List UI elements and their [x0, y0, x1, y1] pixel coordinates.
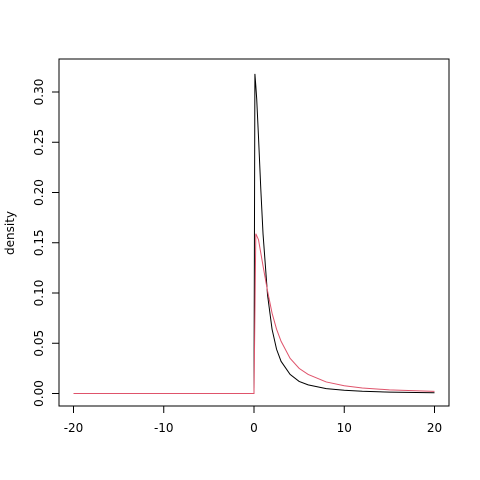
y-tick-label: 0.05	[32, 330, 46, 357]
x-tick-label: 0	[250, 421, 258, 435]
y-tick-label: 0.15	[32, 229, 46, 256]
x-tick-label: -20	[64, 421, 84, 435]
y-axis: 0.00 0.05 0.10 0.15 0.20 0.25 0.30	[32, 79, 60, 407]
y-tick-label: 0.10	[32, 280, 46, 307]
series-layer	[73, 73, 435, 394]
y-tick-label: 0.30	[32, 79, 46, 106]
y-axis-title: density	[3, 211, 17, 255]
x-tick-label: -10	[154, 421, 174, 435]
series-line-2	[73, 233, 435, 394]
x-axis: -20 -10 0 10 20	[64, 405, 442, 435]
x-tick-label: 10	[337, 421, 352, 435]
y-tick-label: 0.00	[32, 380, 46, 407]
y-tick-label: 0.20	[32, 179, 46, 206]
series-line-1	[73, 73, 435, 394]
y-tick-label: 0.25	[32, 129, 46, 156]
x-tick-label: 20	[427, 421, 442, 435]
